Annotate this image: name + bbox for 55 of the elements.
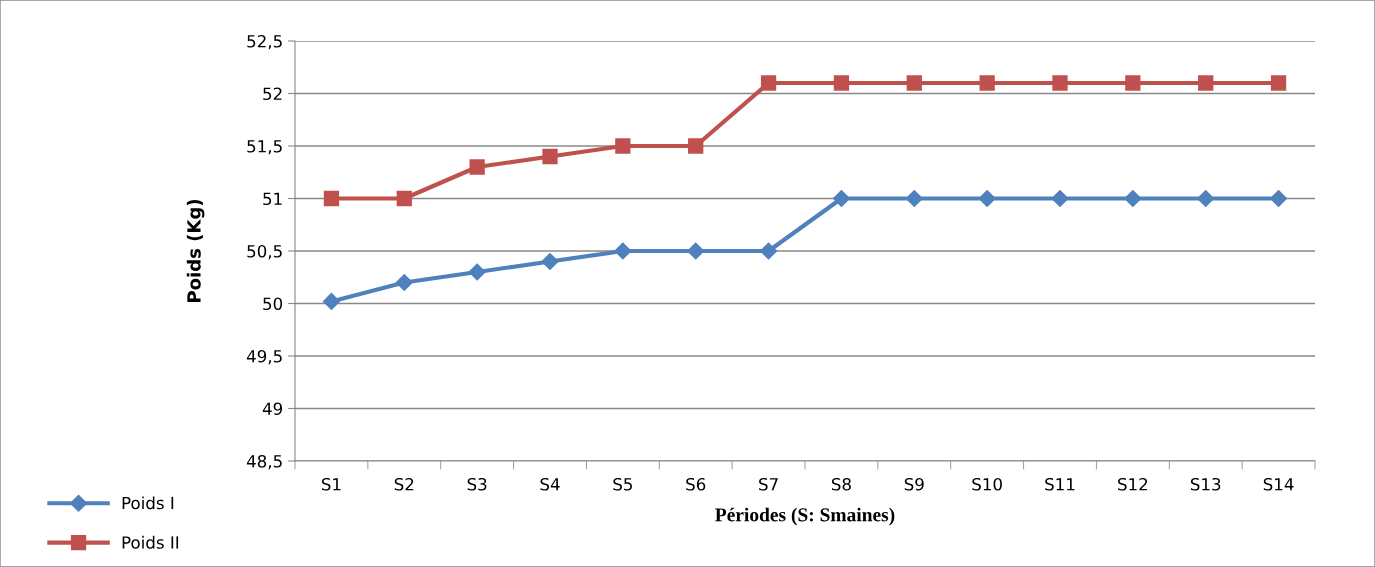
y-tick-label: 52 — [263, 87, 282, 101]
point — [395, 273, 413, 292]
point — [615, 138, 631, 154]
y-tick-label: 52,5 — [247, 34, 282, 50]
point — [978, 189, 996, 208]
point — [1270, 189, 1288, 208]
x-tick-label: S9 — [904, 477, 924, 491]
y-tick-label: 51,5 — [247, 140, 282, 155]
legend-label: Poids I — [122, 496, 174, 510]
x-tick-label: S10 — [972, 477, 1002, 491]
point — [396, 190, 412, 207]
x-tick-label: S14 — [1263, 477, 1294, 491]
point — [760, 75, 777, 91]
point — [1124, 189, 1142, 208]
x-tick-label: S7 — [759, 477, 778, 491]
point — [760, 242, 778, 260]
point — [688, 138, 704, 154]
x-tick-label: S5 — [613, 477, 632, 491]
point — [323, 190, 340, 207]
point — [979, 75, 995, 91]
point — [687, 242, 705, 260]
y-tick-label: 50 — [263, 297, 283, 311]
point — [614, 242, 632, 260]
x-tick-label: S8 — [831, 477, 851, 491]
point — [1125, 75, 1141, 91]
x-tick-label: S12 — [1118, 477, 1148, 491]
point — [1197, 189, 1215, 208]
point — [541, 252, 559, 271]
point — [542, 148, 558, 165]
point — [833, 75, 850, 91]
point — [1052, 75, 1068, 91]
legend-label: Poids II — [122, 535, 179, 549]
y-tick-label: 49 — [262, 402, 283, 416]
x-tick-label: S11 — [1045, 477, 1075, 491]
point — [1270, 75, 1287, 91]
y-tick-label: 51 — [263, 192, 282, 206]
x-axis-title: Périodes (S: Smaines) — [715, 507, 895, 526]
y-tick-label: 48,5 — [246, 454, 282, 470]
point — [832, 189, 850, 208]
x-tick-label: S13 — [1190, 477, 1221, 491]
x-tick-label: S1 — [321, 477, 341, 491]
point — [906, 75, 922, 91]
point — [905, 189, 923, 208]
x-tick-label: S6 — [686, 477, 706, 491]
x-tick-label: S4 — [540, 477, 560, 491]
x-tick-label: S2 — [394, 477, 414, 491]
y-axis-title: Poids (Kg) — [186, 199, 205, 302]
point — [468, 263, 486, 281]
point — [322, 292, 340, 310]
point — [469, 159, 485, 175]
x-tick-label: S3 — [467, 477, 487, 491]
y-tick-label: 50,5 — [247, 244, 282, 260]
point — [1198, 75, 1214, 91]
point — [1051, 189, 1069, 208]
y-tick-label: 49,5 — [246, 349, 282, 365]
